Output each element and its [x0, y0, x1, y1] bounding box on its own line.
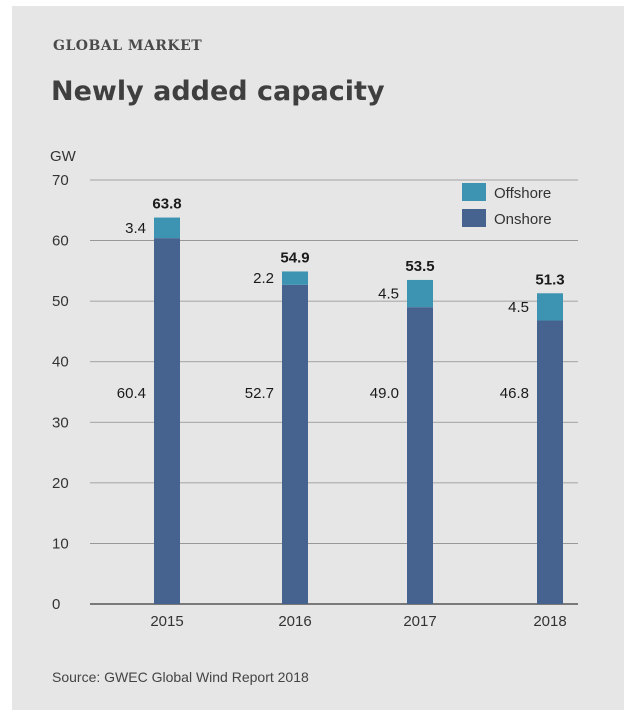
y-tick-label: 60 — [52, 233, 69, 250]
bar-onshore-2016 — [282, 284, 308, 604]
section-kicker: GLOBAL MARKET — [53, 38, 203, 54]
y-tick-label: 20 — [52, 475, 69, 492]
total-label: 51.3 — [535, 271, 564, 288]
legend-swatch-offshore — [462, 183, 486, 201]
legend-label-onshore: Onshore — [494, 211, 552, 228]
x-tick-label: 2018 — [533, 613, 566, 630]
y-tick-label: 0 — [52, 596, 60, 613]
y-tick-label: 40 — [52, 354, 69, 371]
onshore-value-label: 49.0 — [370, 385, 399, 402]
y-tick-label: 50 — [52, 293, 69, 310]
chart-panel — [12, 6, 624, 710]
bar-offshore-2015 — [154, 217, 180, 239]
bar-offshore-2017 — [407, 279, 433, 308]
offshore-value-label: 4.5 — [378, 286, 399, 303]
y-axis-unit: GW — [50, 148, 77, 165]
legend-label-offshore: Offshore — [494, 185, 551, 202]
offshore-value-label: 2.2 — [253, 270, 274, 287]
legend-swatch-onshore — [462, 209, 486, 227]
total-label: 54.9 — [280, 249, 309, 266]
bar-onshore-2018 — [537, 320, 563, 604]
x-tick-label: 2015 — [150, 613, 183, 630]
onshore-value-label: 52.7 — [245, 385, 274, 402]
bar-offshore-2016 — [282, 271, 308, 285]
onshore-value-label: 60.4 — [117, 385, 146, 402]
chart-title: Newly added capacity — [51, 76, 385, 107]
x-tick-label: 2017 — [403, 613, 436, 630]
source-note: Source: GWEC Global Wind Report 2018 — [52, 669, 309, 685]
total-label: 53.5 — [405, 258, 434, 275]
onshore-value-label: 46.8 — [500, 385, 529, 402]
y-tick-label: 70 — [52, 172, 69, 189]
bar-onshore-2017 — [407, 307, 433, 604]
y-tick-label: 10 — [52, 535, 69, 552]
y-tick-label: 30 — [52, 414, 69, 431]
x-tick-label: 2016 — [278, 613, 311, 630]
offshore-value-label: 3.4 — [125, 220, 146, 237]
total-label: 63.8 — [152, 196, 181, 213]
bar-onshore-2015 — [154, 238, 180, 605]
legend: Offshore Onshore — [462, 183, 552, 228]
offshore-value-label: 4.5 — [508, 299, 529, 316]
bar-offshore-2018 — [537, 293, 563, 321]
